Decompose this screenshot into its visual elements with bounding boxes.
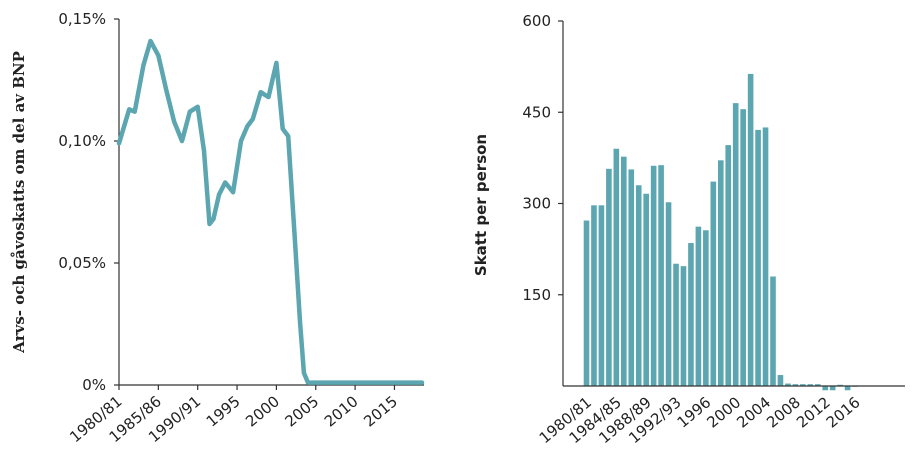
bar	[740, 109, 746, 387]
bar	[606, 168, 612, 386]
x-tick-label: 2000	[703, 393, 744, 431]
x-tick-label: 2000	[242, 392, 283, 430]
x-tick-label: 2012	[793, 393, 834, 431]
bar	[591, 205, 597, 386]
x-tick-label: 1996	[674, 393, 715, 431]
bar	[732, 103, 739, 387]
y-axis-label: Arvs- och gåvoskatts om del av BNP	[10, 51, 28, 354]
bar	[635, 185, 642, 386]
bar	[621, 156, 627, 386]
bar	[829, 386, 836, 391]
line-chart-bnp-share: 0%0,05%0,10%0,15%1980/811985/861990/9119…	[10, 10, 425, 446]
bar	[717, 160, 724, 386]
bar	[613, 148, 620, 386]
x-tick-label: 2008	[763, 393, 804, 431]
bar	[837, 384, 843, 386]
bar	[762, 127, 769, 387]
x-tick-label: 2016	[823, 393, 864, 431]
x-tick-label: 2015	[360, 392, 401, 430]
bar	[650, 165, 657, 386]
y-tick-label: 150	[522, 286, 551, 304]
bar	[822, 386, 829, 391]
bar	[665, 202, 672, 386]
bar	[688, 243, 694, 386]
bar	[643, 193, 649, 386]
y-tick-label: 0,10%	[58, 132, 106, 150]
x-tick-label: 2010	[321, 392, 362, 430]
y-tick-label: 0,15%	[58, 10, 106, 28]
bar	[703, 230, 709, 386]
bar	[770, 276, 776, 386]
bar	[598, 205, 605, 386]
bar	[785, 383, 791, 386]
series-line	[116, 38, 425, 385]
bar	[844, 386, 851, 391]
y-tick-label: 450	[522, 103, 551, 121]
bar	[777, 375, 784, 386]
bar	[673, 263, 679, 386]
bar	[695, 226, 702, 386]
y-tick-label: 300	[522, 195, 551, 213]
bar	[628, 169, 635, 386]
bar	[747, 73, 754, 387]
bar-chart-tax-per-person: 1503004506001980/811984/851988/891992/93…	[472, 12, 905, 447]
bar	[710, 181, 717, 386]
x-tick-label: 2005	[282, 392, 323, 430]
y-tick-label: 0,05%	[58, 254, 106, 272]
bar	[814, 384, 821, 386]
bar	[755, 129, 761, 386]
x-tick-label: 1995	[203, 392, 244, 430]
x-tick-label: 2004	[733, 393, 774, 431]
bar	[725, 145, 732, 386]
bar	[792, 384, 799, 386]
y-tick-label: 0%	[82, 376, 106, 394]
bar	[583, 220, 590, 386]
bar	[800, 384, 806, 386]
bar	[658, 165, 664, 386]
y-axis-label: Skatt per person	[472, 134, 490, 276]
y-tick-label: 600	[522, 12, 551, 30]
bar	[807, 384, 814, 386]
bar	[680, 266, 687, 386]
